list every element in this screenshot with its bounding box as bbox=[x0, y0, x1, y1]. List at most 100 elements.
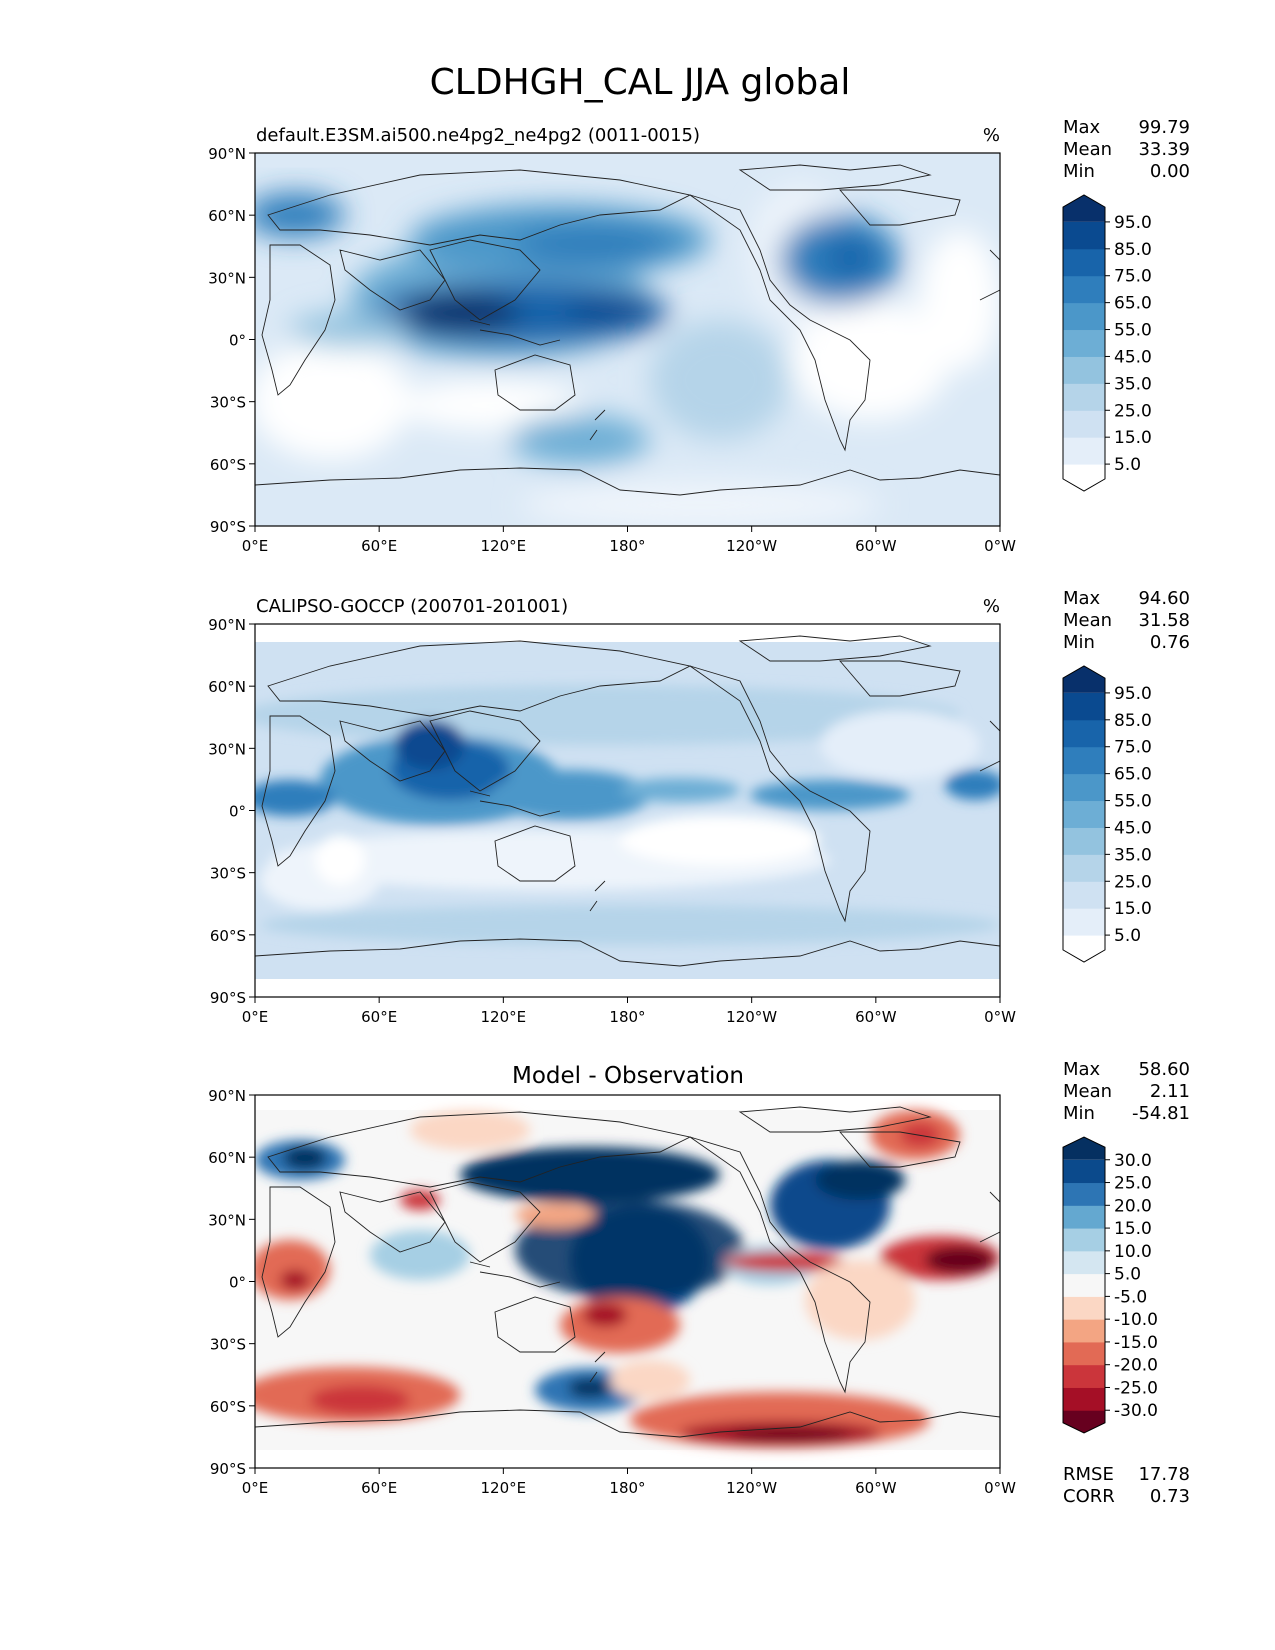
map-field bbox=[255, 624, 1000, 997]
colorbar-outline bbox=[1062, 194, 1106, 492]
lat-tick-label: 60°N bbox=[208, 1149, 246, 1167]
colorbar-label: 25.0 bbox=[1114, 872, 1152, 892]
colorbar-label: -5.0 bbox=[1114, 1287, 1147, 1307]
lon-tick-label: 180° bbox=[609, 1008, 645, 1026]
map-field bbox=[255, 153, 1000, 526]
footer-stats: RMSE 17.78 CORR 0.73 bbox=[1063, 1464, 1190, 1507]
lat-tick-label: 60°S bbox=[210, 456, 246, 474]
stats-block: Max 94.60 Mean 31.58 Min 0.76 bbox=[1063, 588, 1190, 653]
stat-value: 33.39 bbox=[1138, 139, 1190, 160]
lon-tick-label: 180° bbox=[609, 1479, 645, 1497]
colorbar-label: 55.0 bbox=[1114, 792, 1152, 812]
lon-axis: 0°E 60°E 120°E 180° 120°W 60°W 0°W bbox=[242, 1468, 1016, 1497]
lat-tick-label: 30°S bbox=[210, 865, 246, 883]
stat-value: 2.11 bbox=[1150, 1081, 1190, 1102]
lon-axis: 0°E 60°E 120°E 180° 120°W 60°W 0°W bbox=[242, 526, 1016, 555]
colorbar-label: 25.0 bbox=[1114, 401, 1152, 421]
footer-stat-label: CORR bbox=[1063, 1486, 1115, 1507]
panel-units: % bbox=[983, 125, 1000, 146]
colorbar-outline bbox=[1062, 1136, 1106, 1434]
colorbar-swatch bbox=[1063, 666, 1105, 693]
coastlines bbox=[255, 635, 1000, 967]
lon-tick-label: 60°W bbox=[855, 1479, 897, 1497]
colorbar-swatch bbox=[1063, 746, 1105, 775]
footer-stat-label: RMSE bbox=[1063, 1464, 1114, 1485]
panel-title-left: default.E3SM.ai500.ne4pg2_ne4pg2 (0011-0… bbox=[256, 125, 700, 146]
colorbar-swatch bbox=[1063, 437, 1105, 465]
colorbar-label: 20.0 bbox=[1114, 1196, 1152, 1216]
stat-value: 0.00 bbox=[1150, 161, 1190, 182]
lon-tick-label: 120°W bbox=[726, 1479, 777, 1497]
colorbar-swatch bbox=[1063, 1205, 1105, 1229]
colorbar-swatch bbox=[1063, 908, 1105, 936]
panel-model: default.E3SM.ai500.ne4pg2_ne4pg2 (0011-0… bbox=[208, 117, 1190, 555]
lon-tick-label: 60°E bbox=[361, 1479, 397, 1497]
lat-axis: 90°N 60°N 30°N 0° 30°S 60°S 90°S bbox=[208, 1087, 255, 1478]
colorbar-label: 15.0 bbox=[1114, 1219, 1152, 1239]
stat-label: Max bbox=[1063, 117, 1101, 138]
figure-title: CLDHGH_CAL JJA global bbox=[430, 62, 851, 103]
stat-label: Mean bbox=[1063, 1081, 1112, 1102]
lon-tick-label: 0°W bbox=[984, 537, 1016, 555]
colorbar: 95.0 85.0 75.0 65.0 55.0 45.0 35.0 25.0 15.0 5.0 bbox=[1062, 665, 1152, 963]
stat-value: 31.58 bbox=[1138, 610, 1190, 631]
lat-tick-label: 90°N bbox=[208, 1087, 246, 1105]
colorbar-swatch bbox=[1063, 464, 1105, 491]
colorbar-swatch bbox=[1063, 1410, 1105, 1433]
colorbar-swatch bbox=[1063, 410, 1105, 438]
stat-label: Max bbox=[1063, 588, 1101, 609]
panel-title-left: CALIPSO-GOCCP (200701-201001) bbox=[256, 596, 568, 617]
colorbar: 30.0 25.020.0 15.0 10.0 5.0-5.0 -10.0 -15.0 -20… bbox=[1062, 1136, 1158, 1434]
stat-value: 99.79 bbox=[1138, 117, 1190, 138]
colorbar-swatch bbox=[1063, 195, 1105, 222]
stat-value: -54.81 bbox=[1132, 1103, 1190, 1124]
lat-tick-label: 30°S bbox=[210, 1336, 246, 1354]
lon-tick-label: 60°W bbox=[855, 537, 897, 555]
colorbar-swatch bbox=[1063, 827, 1105, 855]
colorbar-swatch bbox=[1063, 1159, 1105, 1184]
colorbar-swatch bbox=[1063, 1364, 1105, 1388]
lon-tick-label: 120°E bbox=[481, 537, 527, 555]
lat-tick-label: 30°S bbox=[210, 394, 246, 412]
footer-stat-value: 0.73 bbox=[1150, 1486, 1190, 1507]
colorbar-label: 65.0 bbox=[1114, 294, 1152, 314]
stats-block: Max 99.79 Mean 33.39 Min 0.00 bbox=[1063, 117, 1190, 182]
stats-block: Max 58.60 Mean 2.11 Min -54.81 bbox=[1063, 1059, 1190, 1124]
lon-tick-label: 60°W bbox=[855, 1008, 897, 1026]
stat-value: 94.60 bbox=[1138, 588, 1190, 609]
colorbar-swatch bbox=[1063, 1250, 1105, 1275]
colorbar-label: -10.0 bbox=[1114, 1310, 1158, 1330]
stat-label: Mean bbox=[1063, 610, 1112, 631]
colorbar-label: 10.0 bbox=[1114, 1242, 1152, 1262]
colorbar-swatch bbox=[1063, 854, 1105, 882]
lat-axis: 90°N 60°N 30°N 0° 30°S 60°S 90°S bbox=[208, 145, 255, 536]
colorbar-swatch bbox=[1063, 329, 1105, 357]
colorbar-label: 65.0 bbox=[1114, 765, 1152, 785]
lon-tick-label: 120°W bbox=[726, 1008, 777, 1026]
lat-tick-label: 30°N bbox=[208, 269, 246, 287]
lat-tick-label: 90°N bbox=[208, 616, 246, 634]
colorbar-swatch bbox=[1063, 773, 1105, 802]
colorbar-label: -25.0 bbox=[1114, 1378, 1158, 1398]
lat-tick-label: 0° bbox=[229, 332, 246, 350]
colorbar-label: 55.0 bbox=[1114, 321, 1152, 341]
stat-label: Min bbox=[1063, 632, 1095, 653]
colorbar-label: 35.0 bbox=[1114, 845, 1152, 865]
colorbar-swatch bbox=[1063, 692, 1105, 721]
lon-tick-label: 0°E bbox=[242, 537, 269, 555]
colorbar-swatch bbox=[1063, 800, 1105, 828]
lat-tick-label: 90°N bbox=[208, 145, 246, 163]
colorbar-label: 5.0 bbox=[1114, 926, 1141, 946]
panel-observation: CALIPSO-GOCCP (200701-201001) % bbox=[208, 588, 1190, 1026]
lat-tick-label: 90°S bbox=[210, 1460, 246, 1478]
stat-label: Min bbox=[1063, 161, 1095, 182]
colorbar-label: 30.0 bbox=[1114, 1151, 1152, 1171]
colorbar-swatch bbox=[1063, 719, 1105, 748]
stat-label: Min bbox=[1063, 1103, 1095, 1124]
colorbar-swatch bbox=[1063, 383, 1105, 411]
panel-title-center: Model - Observation bbox=[512, 1063, 744, 1089]
colorbar-swatch bbox=[1063, 935, 1105, 962]
colorbar-label: 5.0 bbox=[1114, 455, 1141, 475]
coastlines bbox=[255, 164, 1000, 496]
